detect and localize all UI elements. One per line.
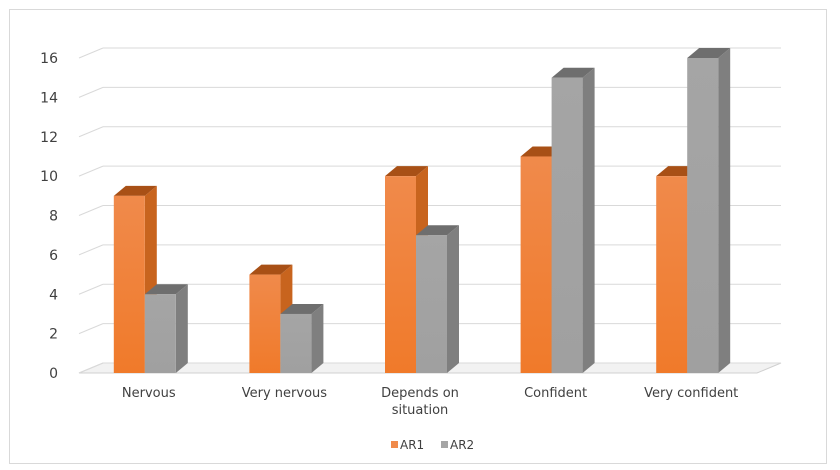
- y-tick-label: 8: [49, 209, 58, 225]
- bar-side: [447, 225, 459, 373]
- bar-ar2-1: [280, 313, 312, 373]
- x-category-label: Depends on situation: [381, 386, 459, 418]
- legend-swatch-ar1: [391, 441, 398, 448]
- side-gridline: [78, 165, 104, 177]
- bar-side: [175, 284, 188, 373]
- side-gridline: [78, 283, 104, 295]
- bar-ar1-4: [656, 176, 688, 373]
- y-tick-label: 4: [49, 287, 58, 303]
- bar-ar1-2: [385, 176, 416, 373]
- side-gridline: [78, 47, 104, 59]
- bar-ar1-1: [249, 274, 281, 373]
- y-tick-label: 10: [40, 169, 58, 185]
- bar-side: [582, 67, 595, 373]
- side-gridline: [78, 205, 104, 216]
- legend-label-ar1: AR1: [400, 438, 424, 452]
- x-category-label: Very nervous: [242, 386, 328, 401]
- x-category-label: Very confident: [644, 386, 738, 401]
- y-tick-label: 0: [49, 366, 58, 382]
- legend-swatch-ar2: [441, 441, 448, 448]
- bar-side: [718, 48, 731, 373]
- bar-top: [280, 303, 324, 314]
- y-tick-label: 14: [40, 90, 58, 106]
- bar-ar2-3: [551, 77, 583, 373]
- bar-side: [311, 303, 324, 373]
- x-category-label: Confident: [524, 386, 587, 401]
- bar-top: [113, 185, 157, 196]
- bar-top: [416, 225, 459, 236]
- legend-label-ar2: AR2: [450, 438, 474, 452]
- y-tick-label: 2: [49, 327, 58, 343]
- bar-ar2-4: [687, 58, 719, 373]
- bar-top: [687, 48, 731, 58]
- side-gridline: [78, 323, 104, 335]
- side-gridline: [78, 86, 104, 98]
- x-category-label: Nervous: [122, 386, 176, 401]
- bar-top: [385, 166, 428, 177]
- side-gridline: [78, 244, 104, 256]
- bar-ar2-2: [416, 235, 447, 373]
- bar-top: [144, 284, 188, 295]
- bar-ar1-0: [113, 195, 145, 373]
- side-gridline: [78, 362, 104, 374]
- y-tick-label: 16: [40, 51, 58, 67]
- y-tick-label: 12: [40, 130, 58, 146]
- bar-top: [249, 264, 293, 275]
- bar-top: [551, 67, 595, 78]
- bar-ar2-0: [144, 294, 176, 373]
- side-gridline: [78, 126, 104, 138]
- y-tick-label: 6: [49, 248, 58, 264]
- bar-ar1-3: [520, 156, 552, 373]
